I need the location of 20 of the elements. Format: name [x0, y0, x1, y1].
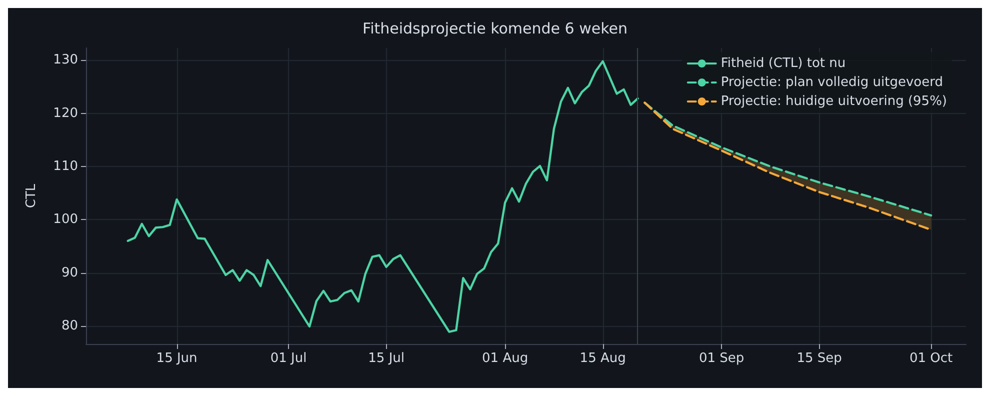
chart-title: Fitheidsprojectie komende 6 weken	[362, 20, 628, 38]
x-tick-label: 15 Aug	[580, 351, 626, 366]
line-series	[126, 60, 639, 333]
y-tick-label: 80	[61, 318, 78, 334]
y-tick-label: 120	[53, 106, 78, 121]
x-tick-label: 15 Jun	[156, 351, 198, 366]
x-tick-label: 01 Jul	[270, 351, 307, 366]
y-axis-title: CTL	[24, 183, 39, 208]
y-tick-label: 90	[61, 265, 78, 280]
x-tick-label: 15 Jul	[368, 351, 404, 366]
x-tick-label: 01 Sep	[698, 351, 744, 366]
x-tick-label: 01 Aug	[482, 351, 528, 366]
y-tick-label: 130	[53, 52, 78, 68]
x-tick-label: 15 Sep	[796, 351, 842, 366]
legend-label: Fitheid (CTL) tot nu	[720, 56, 846, 71]
y-tick-label: 110	[53, 159, 78, 174]
y-tick-label: 100	[53, 212, 78, 228]
legend-label: Projectie: huidige uitvoering (95%)	[720, 94, 948, 109]
x-tick-label: 01 Oct	[910, 351, 953, 366]
legend-label: Projectie: plan volledig uitgevoerd	[720, 75, 943, 90]
